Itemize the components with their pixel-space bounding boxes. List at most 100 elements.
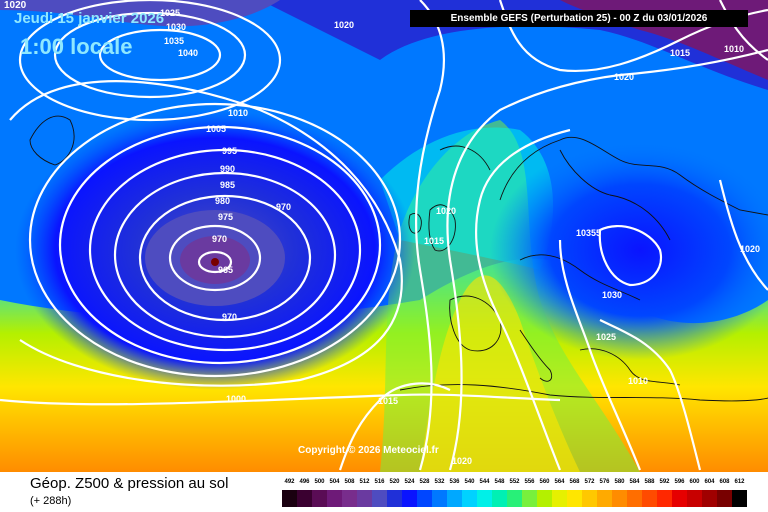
product-title: Géop. Z500 & pression au sol	[30, 475, 229, 492]
scale-label: 600	[689, 479, 700, 485]
scale-label: 608	[719, 479, 730, 485]
scale-swatch	[357, 490, 372, 507]
eastern-trough	[490, 140, 768, 360]
weather-map: 1020 Jeudi 15 janvier 2026 1:00 locale E…	[0, 0, 768, 472]
isobar-label: 970	[276, 202, 292, 212]
isobar-label: 1025	[160, 8, 181, 18]
scale-label: 516	[374, 479, 385, 485]
isobar-label: 1020	[740, 244, 761, 254]
isobar-label: 990	[220, 164, 236, 174]
scale-swatch	[597, 490, 612, 507]
scale-swatch	[687, 490, 702, 507]
coastlines	[29, 115, 768, 402]
scale-label: 552	[509, 479, 520, 485]
scale-swatch	[702, 490, 717, 507]
low-center-marker	[211, 258, 219, 266]
scale-label: 496	[299, 479, 310, 485]
scale-label: 560	[539, 479, 550, 485]
isobar-label: 1020	[614, 72, 635, 82]
scale-label: 548	[494, 479, 505, 485]
scale-swatch	[582, 490, 597, 507]
isobar-label: 1015	[670, 48, 691, 58]
geopotential-field	[0, 0, 768, 472]
isobar-label: 995	[222, 146, 238, 156]
scale-swatch	[297, 490, 312, 507]
scale-swatch	[627, 490, 642, 507]
scale-label: 584	[629, 479, 640, 485]
isobar-label: 1020	[436, 206, 457, 216]
scale-swatch	[507, 490, 522, 507]
scale-swatch	[447, 490, 462, 507]
scale-label: 592	[659, 479, 670, 485]
scale-swatch	[462, 490, 477, 507]
isobar-label: 1035	[164, 36, 185, 46]
isobar-label: 1020	[452, 456, 473, 466]
scale-swatch	[522, 490, 537, 507]
scale-label: 612	[734, 479, 745, 485]
scale-label: 508	[344, 479, 355, 485]
isobar-label: 970	[212, 234, 228, 244]
isobar-label: 1010	[228, 108, 249, 118]
isobar-label: 1005	[206, 124, 227, 134]
scale-label: 492	[284, 479, 295, 485]
scale-label: 572	[584, 479, 595, 485]
color-scale: 492 496 500 504 508 512 516 520 524 528 532 536 540 5…	[282, 479, 750, 509]
scale-label: 568	[569, 479, 580, 485]
valid-date: Jeudi 15 janvier 2026	[14, 10, 165, 27]
isobar-label: 975	[218, 212, 234, 222]
scale-label: 500	[314, 479, 325, 485]
scale-label: 524	[404, 479, 415, 485]
isobar-label: 1010	[628, 376, 649, 386]
scale-swatch	[717, 490, 732, 507]
scale-label: 528	[419, 479, 430, 485]
isobar-label: 1015	[424, 236, 445, 246]
model-run-label: Ensemble GEFS (Perturbation 25) - 00 Z d…	[410, 10, 748, 27]
isobar-label: 1000	[226, 394, 247, 404]
isobar-label: 1020	[334, 20, 355, 30]
scale-swatch	[387, 490, 402, 507]
isobar-label: 1010	[724, 44, 745, 54]
scale-label: 504	[329, 479, 340, 485]
scale-swatch	[342, 490, 357, 507]
scale-swatch	[372, 490, 387, 507]
scale-label: 588	[644, 479, 655, 485]
scale-swatch	[657, 490, 672, 507]
scale-label: 532	[434, 479, 445, 485]
scale-swatch	[282, 490, 297, 507]
isobar-label: 10355	[576, 228, 602, 238]
scale-swatch	[477, 490, 492, 507]
scale-swatch	[312, 490, 327, 507]
scale-label: 580	[614, 479, 625, 485]
copyright-notice: Copyright © 2026 Meteociel.fr	[298, 445, 439, 456]
scale-label: 520	[389, 479, 400, 485]
scale-swatch	[732, 490, 747, 507]
scale-label: 596	[674, 479, 685, 485]
scale-label: 540	[464, 479, 475, 485]
scale-label: 536	[449, 479, 460, 485]
scale-swatch	[402, 490, 417, 507]
scale-swatch	[537, 490, 552, 507]
local-time: 1:00 locale	[20, 34, 133, 59]
scale-label: 556	[524, 479, 535, 485]
scale-swatch	[327, 490, 342, 507]
isobar-label: 980	[215, 196, 231, 206]
scale-swatch	[642, 490, 657, 507]
isobar-label: 1015	[378, 396, 399, 406]
isobar-label: 970	[222, 312, 238, 322]
scale-swatch	[612, 490, 627, 507]
isobar-label: 1030	[602, 290, 623, 300]
scale-label: 544	[479, 479, 490, 485]
forecast-hour: (+ 288h)	[30, 495, 72, 507]
isobars	[0, 0, 768, 471]
isobar-label: 965	[218, 265, 234, 275]
scale-swatch	[567, 490, 582, 507]
legend-bar: Géop. Z500 & pression au sol (+ 288h) 49…	[0, 472, 768, 512]
scale-swatch	[417, 490, 432, 507]
scale-label: 564	[554, 479, 565, 485]
scale-label: 604	[704, 479, 715, 485]
isobar-label: 1030	[166, 22, 187, 32]
scale-label: 512	[359, 479, 370, 485]
scale-swatch	[432, 490, 447, 507]
scale-swatch	[552, 490, 567, 507]
isobar-label: 1025	[596, 332, 617, 342]
